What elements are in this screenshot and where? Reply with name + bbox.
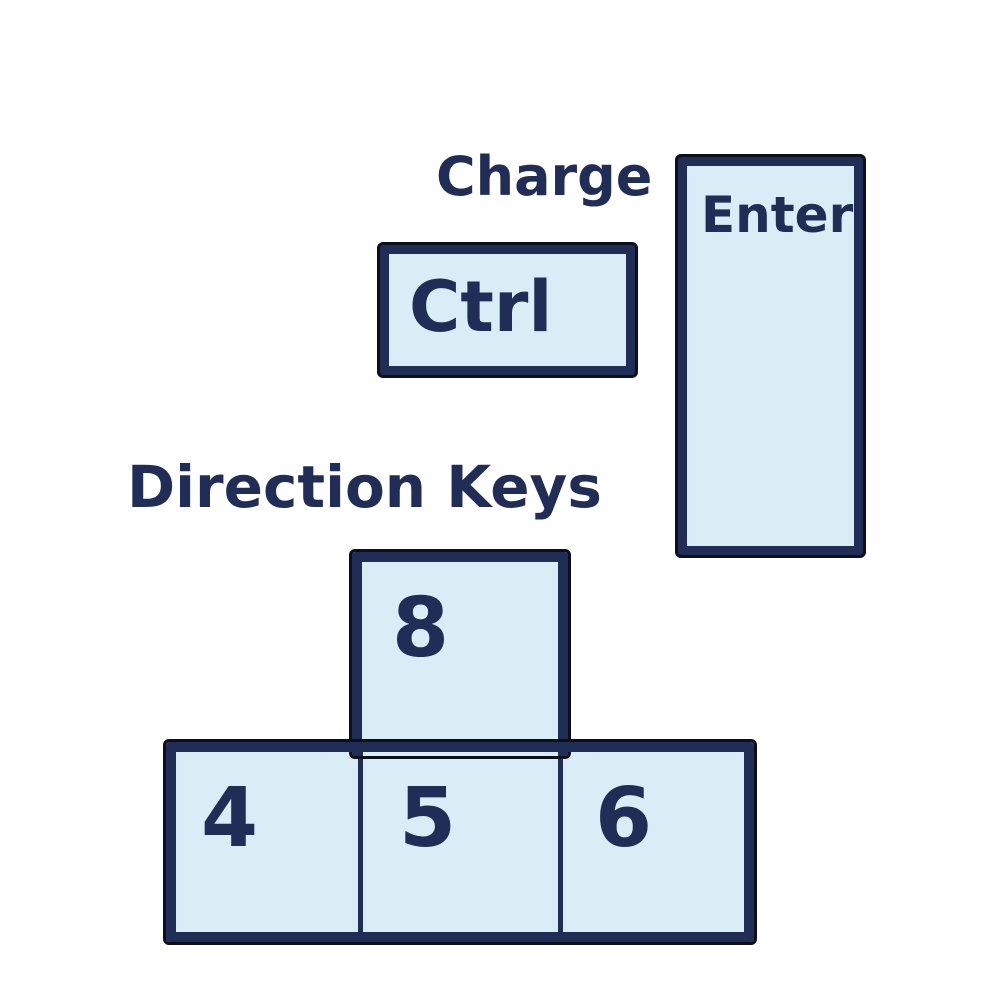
direction-key-5[interactable]: 5 (358, 745, 563, 940)
ctrl-key[interactable]: Ctrl (380, 245, 635, 375)
direction-key-6[interactable]: 6 (558, 745, 752, 940)
direction-key-8-label: 8 (392, 581, 450, 676)
ctrl-key-label: Ctrl (409, 266, 553, 348)
direction-key-5-label: 5 (399, 771, 457, 866)
enter-key-label: Enter (701, 186, 854, 244)
direction-key-8[interactable]: 8 (355, 555, 565, 755)
charge-label: Charge (436, 145, 653, 208)
direction-key-4[interactable]: 4 (168, 745, 363, 940)
direction-key-4-label: 4 (201, 771, 259, 866)
direction-keys-label: Direction Keys (127, 453, 602, 521)
direction-key-6-label: 6 (595, 771, 653, 866)
enter-key[interactable]: Enter (678, 157, 863, 555)
